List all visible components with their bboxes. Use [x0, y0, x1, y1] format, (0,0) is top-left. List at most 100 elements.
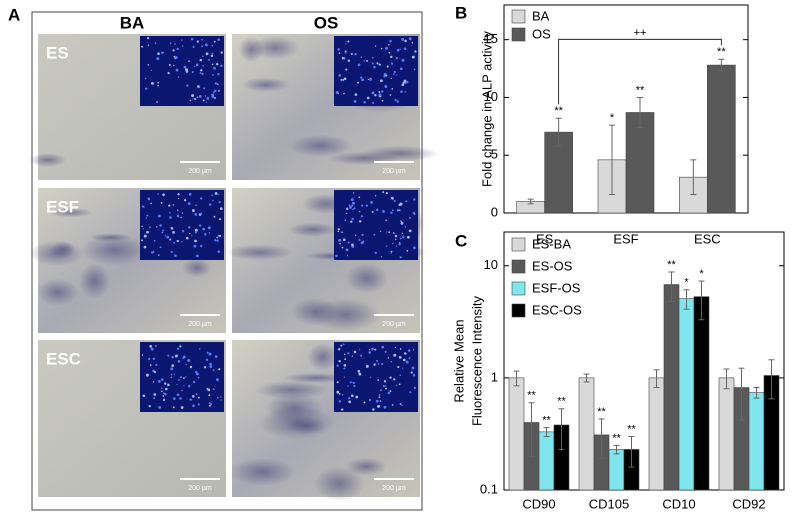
nucleus — [338, 74, 342, 77]
nucleus — [344, 358, 347, 361]
nucleus — [413, 246, 416, 249]
nucleus — [153, 239, 156, 242]
nucleus — [177, 193, 180, 196]
nucleus — [343, 367, 346, 370]
nucleus — [349, 381, 352, 384]
bar — [508, 377, 525, 491]
nucleus — [157, 380, 161, 383]
bar — [678, 298, 695, 491]
nucleus — [208, 203, 212, 206]
legend-label: ESC-OS — [532, 302, 582, 317]
y-tick-label: 10 — [484, 257, 498, 272]
nucleus — [360, 215, 363, 218]
bar — [608, 449, 625, 491]
stain — [182, 257, 212, 278]
nucleus — [399, 348, 402, 350]
nucleus — [198, 224, 202, 227]
nucleus — [384, 84, 387, 87]
significance-mark: ** — [717, 46, 726, 58]
nucleus — [174, 354, 178, 358]
nucleus — [363, 401, 366, 404]
nucleus — [394, 238, 397, 241]
nucleus — [353, 207, 356, 210]
nucleus — [343, 353, 346, 355]
nucleus — [343, 376, 346, 378]
y-tick-label: 0 — [491, 204, 498, 219]
nucleus — [216, 239, 219, 242]
nucleus — [188, 192, 192, 196]
nucleus — [215, 62, 219, 66]
nucleus — [383, 74, 386, 78]
nucleus — [393, 70, 396, 74]
nucleus — [411, 55, 415, 59]
nucleus — [392, 242, 394, 245]
nucleus — [142, 228, 144, 230]
nucleus — [381, 90, 384, 93]
nucleus — [150, 202, 152, 205]
nucleus — [373, 363, 376, 366]
bar — [748, 392, 765, 491]
nucleus — [348, 397, 351, 400]
nucleus — [158, 254, 160, 256]
nucleus — [192, 380, 196, 384]
nucleus — [191, 209, 195, 212]
nucleus — [400, 221, 404, 225]
nucleus — [207, 388, 211, 392]
nucleus — [144, 77, 147, 80]
nucleus — [371, 62, 374, 65]
nucleus — [152, 250, 155, 253]
nucleus — [147, 44, 150, 46]
stain — [241, 77, 291, 92]
legend-swatch — [511, 259, 526, 274]
nucleus — [213, 66, 216, 70]
nucleus — [214, 239, 217, 242]
nucleus — [354, 52, 357, 56]
nucleus — [340, 344, 343, 347]
nucleus — [195, 204, 197, 206]
nucleus — [399, 237, 402, 240]
nucleus — [149, 364, 152, 366]
nucleus — [147, 197, 150, 200]
nucleus — [209, 365, 213, 368]
nucleus — [388, 231, 390, 234]
nucleus — [350, 220, 353, 223]
nucleus — [158, 405, 162, 409]
nucleus — [411, 42, 414, 44]
nucleus — [371, 347, 374, 351]
significance-mark: ** — [542, 415, 551, 427]
nucleus — [187, 385, 191, 388]
nucleus — [401, 58, 405, 62]
nucleus — [194, 231, 197, 234]
nucleus — [354, 234, 357, 236]
legend-swatch — [511, 9, 526, 24]
nucleus — [401, 367, 404, 369]
x-tick-label: ESF — [613, 231, 638, 246]
nucleus — [412, 349, 415, 351]
nucleus — [198, 95, 202, 98]
nucleus — [399, 67, 403, 71]
stain — [255, 380, 328, 400]
bar — [578, 377, 595, 491]
nucleus — [157, 193, 159, 195]
nucleus — [196, 96, 199, 99]
nucleus — [194, 65, 196, 67]
nucleus — [393, 378, 396, 381]
nucleus — [379, 400, 382, 402]
nucleus — [360, 241, 364, 245]
nucleus — [213, 215, 216, 218]
nucleus — [365, 204, 368, 207]
nucleus — [169, 42, 172, 45]
nucleus — [147, 357, 151, 361]
significance-mark: * — [610, 112, 615, 124]
nucleus — [338, 359, 341, 363]
nucleus — [148, 226, 151, 229]
nucleus — [345, 40, 347, 43]
scale-bar-label: 200 µm — [188, 321, 212, 328]
nucleus — [371, 56, 374, 59]
nucleus — [401, 404, 403, 407]
nucleus — [399, 202, 403, 206]
row-label: ES — [46, 43, 69, 62]
nucleus — [157, 84, 160, 87]
nucleus — [179, 345, 182, 348]
nucleus — [380, 389, 382, 391]
